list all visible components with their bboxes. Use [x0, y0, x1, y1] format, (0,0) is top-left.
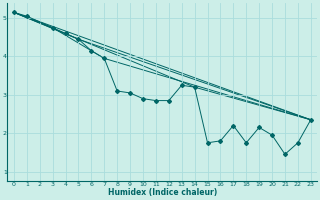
X-axis label: Humidex (Indice chaleur): Humidex (Indice chaleur) — [108, 188, 217, 197]
